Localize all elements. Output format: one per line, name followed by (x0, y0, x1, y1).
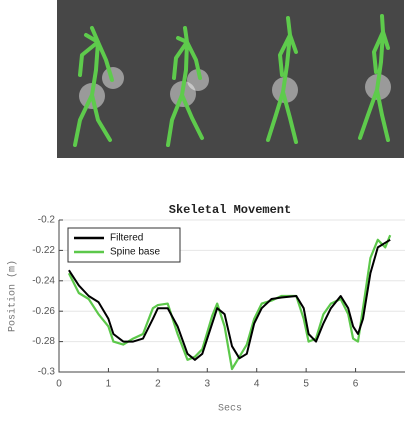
chart-title: Skeletal Movement (169, 203, 291, 217)
y-tick-label: -0.28 (32, 336, 55, 347)
y-tick-label: -0.3 (38, 367, 56, 378)
x-tick-label: 0 (56, 379, 62, 390)
legend-label: Spine base (110, 247, 160, 258)
x-tick-label: 5 (303, 379, 309, 390)
x-tick-label: 4 (254, 379, 260, 390)
y-tick-label: -0.26 (32, 306, 55, 317)
x-tick-label: 1 (106, 379, 112, 390)
x-tick-label: 3 (205, 379, 211, 390)
y-tick-label: -0.22 (32, 245, 55, 256)
x-axis-label: Secs (218, 404, 242, 415)
x-tick-label: 2 (155, 379, 161, 390)
x-tick-label: 6 (353, 379, 359, 390)
y-axis-label: Position (m) (7, 260, 19, 332)
legend-label: Filtered (110, 233, 143, 244)
y-tick-label: -0.24 (32, 275, 55, 286)
skeleton-image (57, 0, 404, 158)
figure: Skeletal Movement Secs Position (m) -0.3… (0, 0, 406, 417)
y-tick-label: -0.2 (38, 215, 56, 226)
